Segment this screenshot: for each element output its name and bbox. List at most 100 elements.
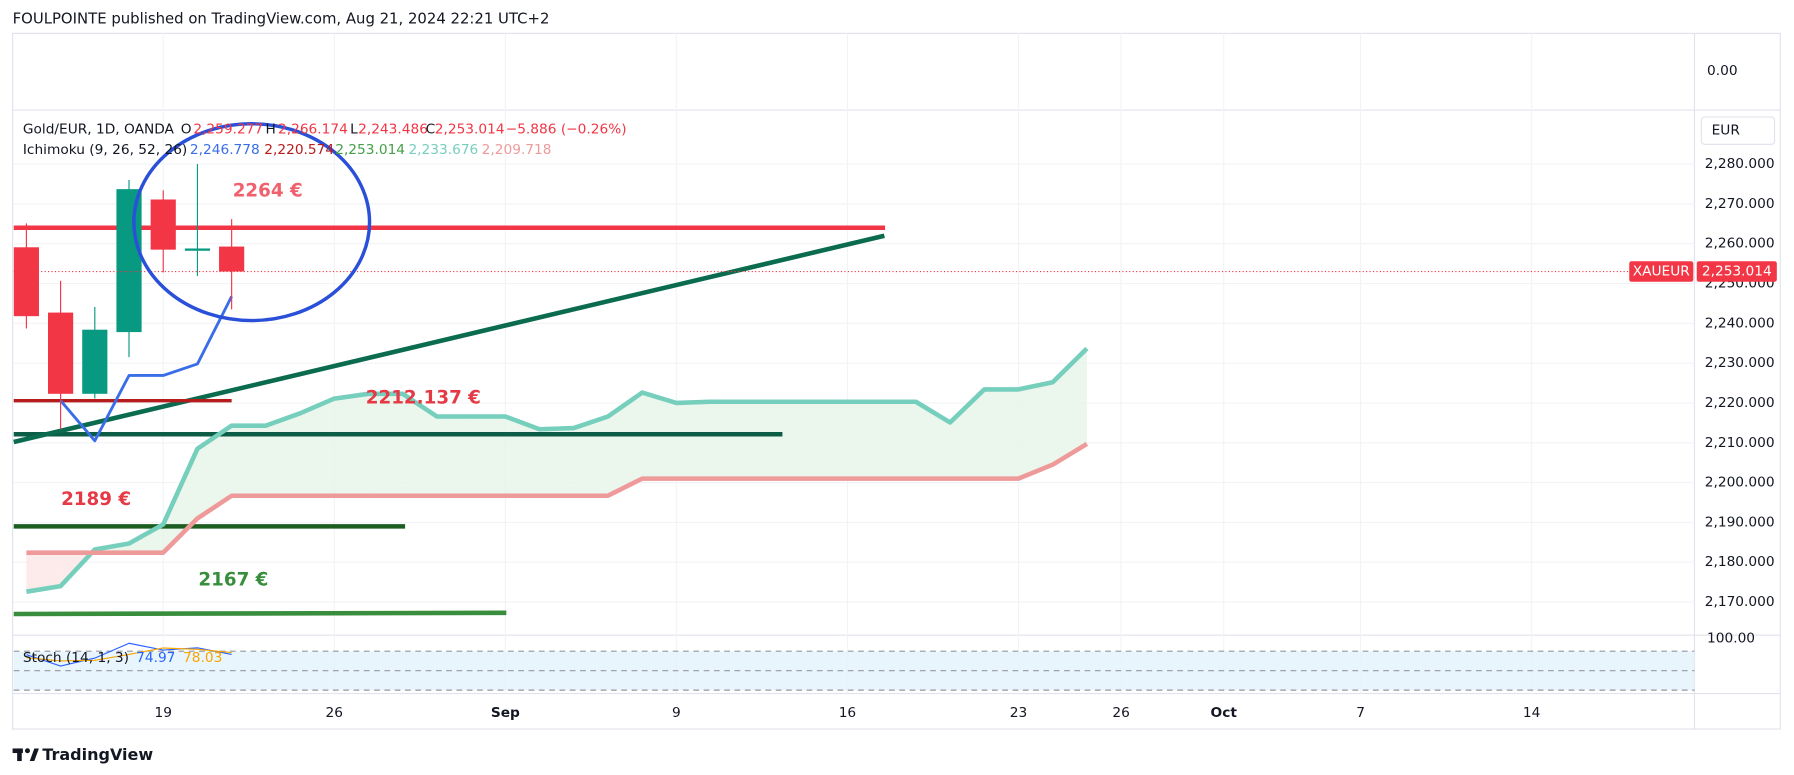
price-tag	[1696, 261, 1777, 282]
cloud-segment	[471, 416, 506, 496]
cloud-segment	[300, 398, 335, 496]
y-tick-label: 2,240.000	[1705, 315, 1775, 331]
candle-body	[150, 199, 176, 250]
y-tick-label: 2,280.000	[1705, 156, 1775, 172]
stoch-line	[26, 642, 232, 667]
drawing-label: 2264 €	[233, 180, 303, 201]
publisher: FOULPOINTE published on TradingView.com,…	[13, 10, 550, 28]
ohlc-key: O	[181, 121, 192, 137]
ohlc-key: H	[265, 121, 275, 137]
candle-body	[219, 246, 245, 272]
logo: TradingView	[12, 745, 153, 764]
change: −5.886 (−0.26%)	[506, 121, 627, 137]
cloud-segment	[984, 389, 1019, 479]
ohlc-value: 2,259.277	[193, 121, 263, 137]
stoch-tick-label: 100.00	[1707, 630, 1755, 646]
stoch-value: 74.97	[136, 650, 175, 666]
y-tick-label: 2,220.000	[1705, 395, 1775, 411]
price-tag-text: 2,253.014	[1702, 264, 1772, 280]
ohlc-key: C	[426, 121, 436, 137]
currency[interactable]: EUR	[1712, 123, 1741, 139]
cloud-segment	[197, 425, 232, 519]
indicator-value: 2,253.014	[335, 142, 405, 158]
indicator-line	[26, 346, 1089, 594]
y-tick-label: 2,270.000	[1705, 196, 1775, 212]
x-tick-label: 14	[1523, 705, 1540, 721]
symbol-tag	[1629, 261, 1694, 282]
cloud-segment	[915, 401, 951, 479]
stoch-line	[26, 647, 232, 662]
labels: 2,170.000 2,180.000 2,190.000 2,200.000 2,21…	[61, 63, 1777, 721]
x-tick-label: 23	[1010, 705, 1027, 721]
cloud-segment	[539, 428, 574, 496]
x-tick-label: Sep	[491, 705, 520, 721]
candle-body	[48, 312, 74, 394]
cloud-segment	[881, 401, 916, 479]
indicator-value: 2,220.574	[264, 142, 334, 158]
x-tick-label: 7	[1356, 705, 1365, 721]
candle-body	[116, 189, 142, 333]
y-tick-label: 2,200.000	[1705, 475, 1775, 491]
ohlc-value: 2,253.014	[435, 121, 505, 137]
indicator-line	[59, 295, 233, 443]
cloud-segment	[60, 549, 95, 587]
cloud-segment	[744, 401, 780, 479]
stoch-value: 78.03	[183, 650, 222, 666]
x-tick-label: 9	[672, 705, 681, 721]
indicator-value: 2,246.778	[190, 142, 260, 158]
cloud-segment	[231, 425, 266, 496]
logo-shape	[17, 748, 22, 762]
y-tick-label: 2,170.000	[1705, 594, 1775, 610]
indicator-value: 2,209.718	[482, 142, 552, 158]
trend-line-drawing	[13, 233, 885, 445]
top-pane-tick-label: 0.00	[1707, 63, 1738, 79]
x-tick-label: 26	[1112, 705, 1129, 721]
cloud-segment	[607, 392, 643, 496]
symbol-tag-text: XAUEUR	[1633, 264, 1691, 280]
cloud-segment	[334, 393, 369, 496]
symbol: Gold/EUR, 1D, OANDA	[23, 121, 175, 137]
cloud-segment	[779, 401, 814, 479]
stoch-label: Stoch (14, 1, 3)	[23, 650, 129, 666]
y-tick-label: 2,180.000	[1705, 554, 1775, 570]
candle-body	[82, 329, 108, 394]
candle-body	[13, 247, 39, 317]
cloud-segment	[368, 393, 403, 496]
x-tick-label: 16	[839, 705, 856, 721]
cloud-segment	[1018, 382, 1053, 479]
circle-drawing	[132, 122, 372, 323]
logo-shape	[29, 748, 39, 762]
y-tick-label: 2,260.000	[1705, 236, 1775, 252]
currency-box[interactable]	[1700, 116, 1776, 145]
plot	[13, 164, 1695, 691]
cloud-segment	[950, 389, 985, 479]
y-tick-label: 2,210.000	[1705, 435, 1775, 451]
candle-body	[184, 248, 211, 251]
cloud-segment	[710, 401, 745, 479]
drawing-label: 2189 €	[61, 489, 131, 510]
ohlc-value: 2,266.174	[278, 121, 348, 137]
indicator-label: Ichimoku (9, 26, 52, 26)	[23, 142, 187, 158]
ohlc-key: L	[350, 121, 358, 137]
logo-shape	[24, 748, 30, 754]
cloud-segment	[676, 401, 711, 479]
x-tick-label: Oct	[1211, 705, 1238, 721]
cloud-segment	[1052, 348, 1087, 465]
indicator-line	[26, 441, 1089, 555]
cloud-segment	[402, 393, 437, 496]
drawing-label: 2212.137 €	[366, 387, 481, 408]
indicator-value: 2,233.676	[408, 142, 478, 158]
x-tick-label: 19	[154, 705, 171, 721]
y-tick-label: 2,190.000	[1705, 514, 1775, 530]
frame	[12, 32, 1781, 730]
cloud-segment	[26, 552, 61, 592]
cloud-segment	[436, 416, 472, 496]
ohlc-value: 2,243.486	[358, 121, 428, 137]
cloud-segment	[813, 401, 848, 479]
y-tick-label: 2,230.000	[1705, 355, 1775, 371]
x-tick-label: 26	[326, 705, 343, 721]
brand: TradingView	[42, 745, 153, 764]
